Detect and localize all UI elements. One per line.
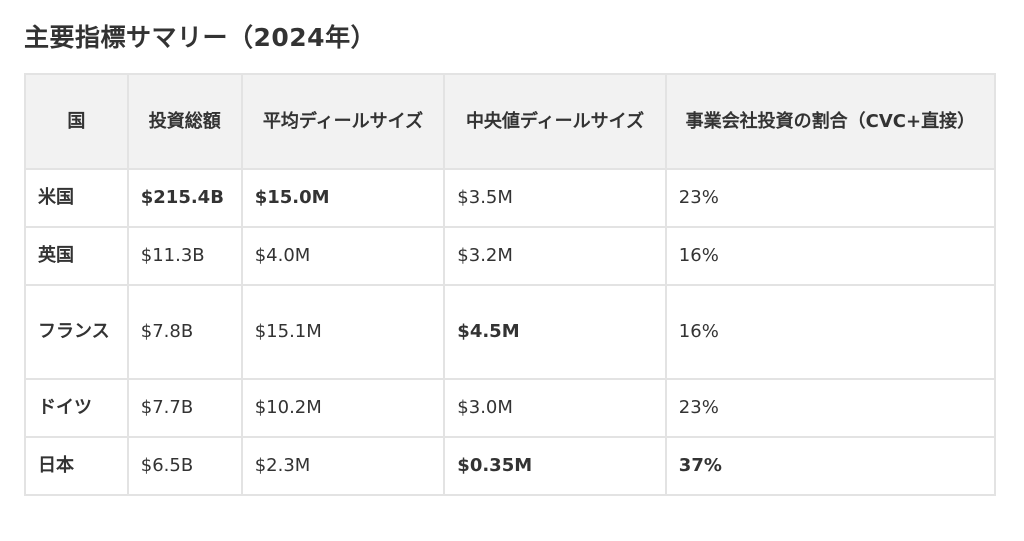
cell-total: $6.5B [126, 436, 243, 496]
header-average-deal-size: 平均ディールサイズ [240, 73, 446, 170]
cell-median: $3.5M [443, 168, 667, 228]
cell-average: $15.1M [240, 284, 446, 380]
table-row: 英国 $11.3B $4.0M $3.2M 16% [24, 226, 997, 286]
cell-total: $7.8B [126, 284, 243, 380]
cell-total: $215.4B [126, 168, 243, 228]
cell-corporate-share: 37% [664, 436, 997, 496]
table-row: 米国 $215.4B $15.0M $3.5M 23% [24, 168, 997, 228]
header-country: 国 [24, 73, 129, 170]
header-median-deal-size: 中央値ディールサイズ [443, 73, 667, 170]
cell-median: $0.35M [443, 436, 667, 496]
summary-table: 国 投資総額 平均ディールサイズ 中央値ディールサイズ 事業会社投資の割合（CV… [24, 73, 997, 496]
cell-total: $11.3B [126, 226, 243, 286]
table-header-row: 国 投資総額 平均ディールサイズ 中央値ディールサイズ 事業会社投資の割合（CV… [24, 73, 997, 170]
header-corporate-share: 事業会社投資の割合（CVC+直接） [664, 73, 997, 170]
cell-total: $7.7B [126, 378, 243, 438]
cell-country: 米国 [24, 168, 129, 228]
cell-average: $10.2M [240, 378, 446, 438]
cell-median: $4.5M [443, 284, 667, 380]
cell-average: $4.0M [240, 226, 446, 286]
cell-corporate-share: 23% [664, 168, 997, 228]
cell-corporate-share: 23% [664, 378, 997, 438]
page-title: 主要指標サマリー（2024年） [24, 23, 377, 52]
table-row: フランス $7.8B $15.1M $4.5M 16% [24, 284, 997, 380]
cell-country: 英国 [24, 226, 129, 286]
table-row: ドイツ $7.7B $10.2M $3.0M 23% [24, 378, 997, 438]
cell-corporate-share: 16% [664, 226, 997, 286]
cell-country: 日本 [24, 436, 129, 496]
cell-average: $2.3M [240, 436, 446, 496]
table-row: 日本 $6.5B $2.3M $0.35M 37% [24, 436, 997, 496]
cell-median: $3.0M [443, 378, 667, 438]
cell-corporate-share: 16% [664, 284, 997, 380]
cell-country: ドイツ [24, 378, 129, 438]
cell-median: $3.2M [443, 226, 667, 286]
header-total-investment: 投資総額 [126, 73, 243, 170]
cell-average: $15.0M [240, 168, 446, 228]
cell-country: フランス [24, 284, 129, 380]
